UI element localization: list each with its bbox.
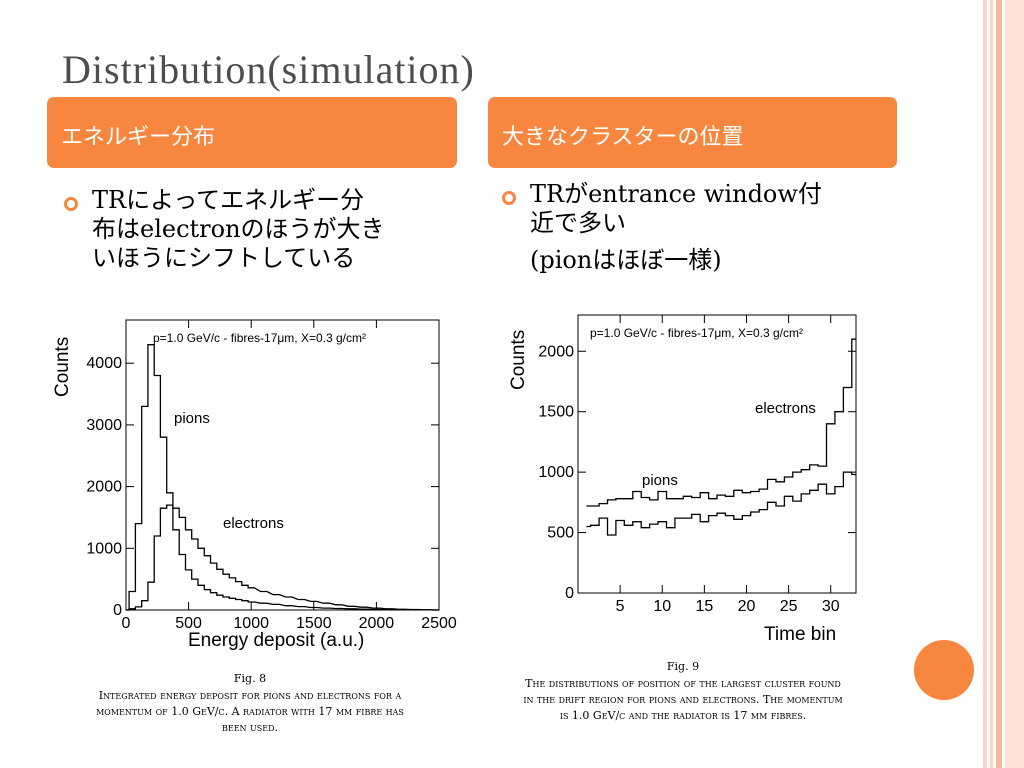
x-tick-label: 2000 [359, 615, 395, 632]
bullet-line: いほうにシフトしている [92, 243, 356, 272]
y-axis-label: Counts [52, 337, 73, 397]
y-tick-label: 1000 [86, 540, 122, 557]
x-axis-label: Energy deposit (a.u.) [188, 630, 364, 651]
time-bin-chart: 5 10 15 20 25 30 0 500 1000 1500 2000 p=1.0 GeV/c … [508, 314, 857, 645]
series-electrons-line [586, 338, 856, 507]
plot-frame [125, 319, 440, 611]
decor-circle [914, 640, 974, 700]
right-header-box: 大きなクラスターの位置 [488, 97, 897, 168]
left-header-text: エネルギー分布 [61, 125, 216, 150]
x-tick-label: 5 [616, 598, 625, 615]
figure-label: Fig. 8 [233, 672, 267, 685]
series-label-electrons: electrons [755, 400, 816, 417]
bullet-line: 近で多い [530, 208, 626, 237]
x-axis-label: Time bin [764, 624, 836, 645]
figure-label: Fig. 9 [666, 660, 700, 673]
y-tick-label: 1500 [538, 404, 574, 421]
x-tick-label: 10 [653, 598, 671, 615]
right-header-text: 大きなクラスターの位置 [502, 125, 744, 150]
bullet-dot [502, 191, 516, 205]
bullet-line: TRによってエネルギー分 [92, 186, 365, 214]
series-electrons-line [126, 504, 439, 611]
caption-line: momentum of 1.0 GeV/c. A radiator with 1… [96, 704, 404, 718]
decor-stripe [1005, 0, 1024, 768]
chart-title: p=1.0 GeV/c - fibres-17μm, X=0.3 g/cm² [590, 326, 803, 340]
y-tick-label: 0 [113, 602, 122, 619]
y-tick-label: 3000 [86, 417, 122, 434]
y-axis-label: Counts [508, 330, 529, 390]
bullet-line: TRがentrance window付 [530, 180, 822, 208]
left-header-box: エネルギー分布 [47, 97, 457, 168]
caption-line: is 1.0 GeV/c and the radiator is 17 μm f… [559, 708, 807, 722]
y-tick-label: 1000 [538, 464, 574, 481]
right-figure-caption: Fig. 9 The distributions of position of … [478, 660, 888, 724]
series-label-pions: pions [174, 410, 210, 427]
bullet-line: 布はelectronのほうが大き [92, 214, 385, 243]
y-tick-label: 500 [547, 525, 574, 542]
bullet-dot [64, 197, 78, 211]
y-tick-label: 4000 [86, 355, 122, 372]
y-tick-label: 2000 [538, 343, 574, 360]
left-bullet: TRによってエネルギー分 布はelectronのほうが大き いほうにシフトしてい… [64, 186, 385, 272]
series-pions-line [586, 471, 856, 536]
energy-deposit-chart: 0 500 1000 1500 2000 2500 0 1000 2000 3000 4000 p=… [52, 319, 457, 651]
series-pions-line [126, 344, 439, 611]
caption-line: in the drift region for pions and electr… [523, 692, 843, 706]
slide-title-text: Distribution(simulation) [62, 47, 475, 92]
left-figure-caption: Fig. 8 Integrated energy deposit for pio… [40, 672, 460, 736]
decor-stripe [996, 0, 1002, 768]
x-tick-label: 1500 [296, 615, 332, 632]
series-label-electrons: electrons [223, 515, 284, 532]
y-tick-label: 0 [565, 585, 574, 602]
bullet-subline: (pionはほぼ一様) [530, 245, 722, 274]
x-tick-label: 15 [695, 598, 713, 615]
caption-line: The distributions of position of the lar… [525, 677, 841, 690]
decor-stripe [983, 0, 987, 768]
right-bullet: TRがentrance window付 近で多い (pionはほぼ一様) [502, 180, 822, 274]
x-tick-label: 0 [122, 615, 131, 632]
caption-line: been used. [221, 720, 279, 734]
series-label-pions: pions [642, 472, 678, 489]
x-tick-label: 2500 [421, 615, 457, 632]
caption-line: Integrated energy deposit for pions and … [98, 689, 402, 702]
x-tick-label: 25 [780, 598, 798, 615]
plot-frame [577, 314, 857, 594]
decor-stripe [990, 0, 993, 768]
x-tick-label: 1000 [233, 615, 269, 632]
x-tick-label: 500 [175, 615, 202, 632]
x-tick-label: 20 [738, 598, 756, 615]
y-tick-label: 2000 [86, 479, 122, 496]
x-tick-label: 30 [822, 598, 840, 615]
chart-title: p=1.0 GeV/c - fibres-17μm, X=0.3 g/cm² [153, 331, 366, 345]
slide-title: Distribution(simulation) [62, 46, 475, 93]
